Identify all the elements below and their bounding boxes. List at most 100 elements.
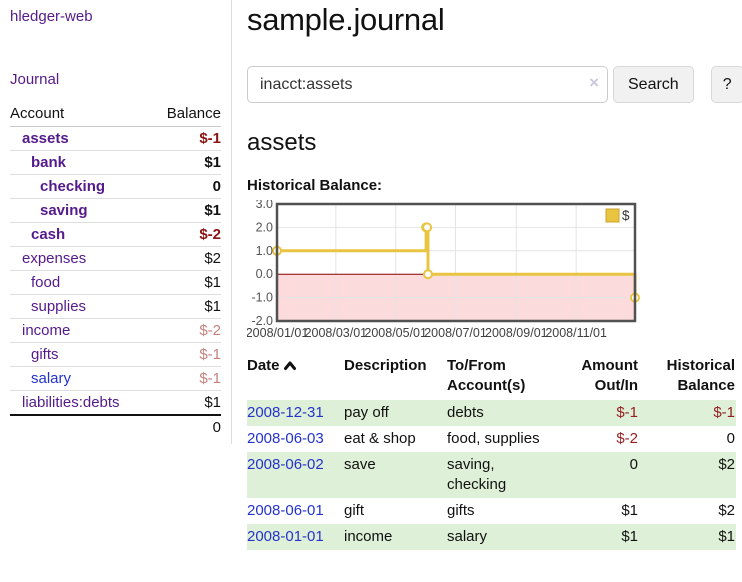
register-balance-cell: $1 — [718, 528, 735, 545]
register-date-cell: 2008-12-31 — [247, 400, 344, 426]
register-header-description: Description — [344, 357, 427, 374]
sort-ascending-icon — [283, 357, 297, 377]
account-row: income $-2 — [10, 318, 221, 343]
account-name-cell: supplies — [10, 294, 152, 319]
account-row: expenses $2 — [10, 246, 221, 271]
account-row: assets $-1 — [10, 126, 221, 151]
account-name-cell: cash — [10, 222, 152, 247]
register-date-cell: 2008-06-01 — [247, 498, 344, 524]
register-date-cell: 2008-06-03 — [247, 426, 344, 452]
account-link[interactable]: food — [31, 274, 61, 291]
date-link[interactable]: 2008-06-02 — [247, 456, 324, 473]
account-name-cell: checking — [10, 174, 152, 199]
account-link[interactable]: saving — [40, 202, 88, 219]
chart-label: Historical Balance: — [247, 177, 383, 194]
x-tick-label: 2008/07/01 — [424, 326, 487, 340]
date-link[interactable]: 2008-06-03 — [247, 430, 324, 447]
account-link[interactable]: assets — [22, 130, 69, 147]
account-balance: $1 — [151, 198, 221, 223]
sidebar: hledger-web Journal Account Balance asse… — [0, 0, 232, 444]
account-link[interactable]: supplies — [31, 298, 87, 315]
account-balance: $-1 — [151, 342, 221, 367]
x-tick-label: 2008/03/01 — [305, 326, 368, 340]
y-tick-label: -1.0 — [251, 291, 273, 305]
y-tick-label: -2.0 — [251, 314, 273, 328]
account-balance: $1 — [151, 294, 221, 319]
app-title-link[interactable]: hledger-web — [10, 8, 93, 25]
account-name-cell: income — [10, 318, 152, 343]
sidebar-item-journal[interactable]: Journal — [10, 71, 60, 88]
account-name-cell: bank — [10, 150, 152, 175]
data-point-marker — [422, 222, 433, 233]
legend-label: $ — [622, 208, 630, 223]
account-link[interactable]: bank — [31, 154, 67, 171]
x-tick-label: 2008/01/01 — [247, 326, 308, 340]
account-link[interactable]: cash — [31, 226, 66, 243]
x-tick-label: 2008/11/01 — [545, 326, 607, 340]
register-header-historical: Historical Balance — [666, 357, 735, 394]
account-link[interactable]: gifts — [31, 346, 59, 363]
account-heading: assets — [247, 129, 317, 156]
main-content: sample.journal × Search ? assets Histori… — [232, 0, 742, 582]
plot-border — [275, 202, 637, 323]
accounts-header-balance: Balance — [151, 103, 221, 127]
register-date-cell: 2008-06-02 — [247, 452, 344, 498]
accounts-total-balance: 0 — [151, 414, 221, 439]
register-amount-cell: $1 — [621, 502, 638, 519]
register-header-date[interactable]: Date — [247, 354, 344, 400]
register-description-cell: save — [344, 456, 376, 473]
account-link[interactable]: expenses — [22, 250, 87, 267]
register-row[interactable]: 2008-06-02 save saving, checking 0 $2 — [247, 452, 736, 498]
register-row[interactable]: 2008-06-03 eat & shop food, supplies $-2 0 — [247, 426, 736, 452]
legend-swatch — [605, 208, 620, 223]
account-balance: $-1 — [151, 366, 221, 391]
register-accounts-cell: salary — [447, 528, 488, 545]
register-amount-cell: $-1 — [616, 404, 638, 421]
help-button[interactable]: ? — [710, 66, 742, 103]
register-balance-cell: $2 — [718, 502, 735, 519]
account-name-cell: expenses — [10, 246, 152, 271]
accounts-header-account: Account — [10, 103, 152, 127]
register-accounts-cell: saving, checking — [447, 456, 507, 493]
account-balance: $-2 — [151, 318, 221, 343]
register-date-cell: 2008-01-01 — [247, 524, 344, 550]
account-row: supplies $1 — [10, 294, 221, 319]
search-input[interactable] — [247, 66, 608, 103]
accounts-header-row: Account Balance — [10, 103, 221, 127]
account-link[interactable]: liabilities:debts — [22, 394, 120, 411]
register-amount-cell: $-2 — [616, 430, 638, 447]
y-tick-label: 2.0 — [256, 220, 273, 234]
register-amount-cell: 0 — [629, 456, 638, 473]
register-accounts-cell: gifts — [447, 502, 475, 519]
account-balance: 0 — [151, 174, 221, 199]
account-row: gifts $-1 — [10, 342, 221, 367]
x-tick-label: 2008/09/01 — [485, 326, 548, 340]
register-row[interactable]: 2008-01-01 income salary $1 $1 — [247, 524, 736, 550]
total-spacer-cell — [10, 414, 152, 439]
accounts-total-row: 0 — [10, 414, 221, 439]
search-input-wrapper: × — [247, 66, 608, 103]
search-button[interactable]: Search — [613, 66, 694, 103]
date-link[interactable]: 2008-06-01 — [247, 502, 324, 519]
register-row[interactable]: 2008-12-31 pay off debts $-1 $-1 — [247, 400, 736, 426]
account-row: salary $-1 — [10, 366, 221, 391]
account-row: saving $1 — [10, 198, 221, 223]
date-link[interactable]: 2008-12-31 — [247, 404, 324, 421]
account-link[interactable]: salary — [31, 370, 72, 387]
clear-search-icon[interactable]: × — [589, 73, 599, 92]
account-name-cell: liabilities:debts — [10, 390, 152, 416]
account-balance: $1 — [151, 270, 221, 295]
y-tick-label: 0.0 — [256, 267, 273, 281]
y-tick-label: 1.0 — [256, 244, 273, 258]
account-link[interactable]: income — [22, 322, 71, 339]
register-description-cell: income — [344, 528, 393, 545]
account-link[interactable]: checking — [40, 178, 106, 195]
account-balance: $-2 — [151, 222, 221, 247]
register-description-cell: eat & shop — [344, 430, 416, 447]
register-row[interactable]: 2008-06-01 gift gifts $1 $2 — [247, 498, 736, 524]
date-link[interactable]: 2008-01-01 — [247, 528, 324, 545]
register-balance-cell: $-1 — [713, 404, 735, 421]
register-description-cell: gift — [344, 502, 365, 519]
account-row: bank $1 — [10, 150, 221, 175]
